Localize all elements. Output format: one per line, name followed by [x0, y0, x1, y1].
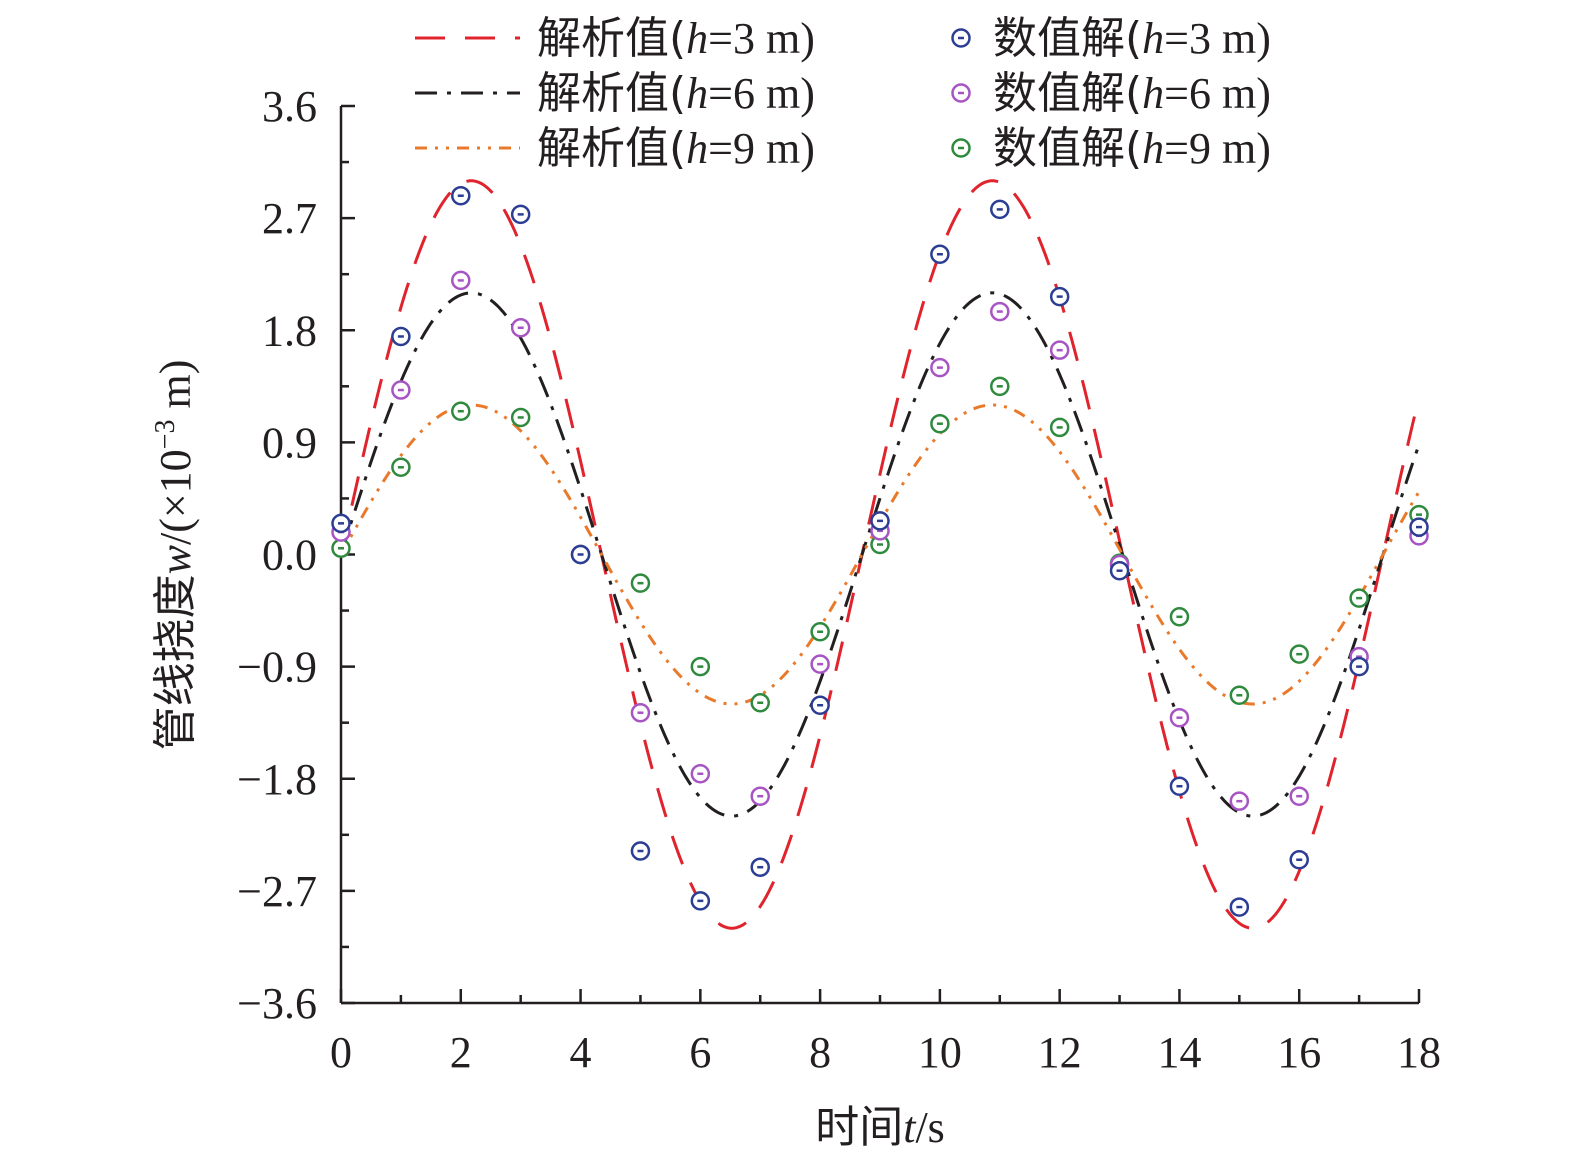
x-tick-label: 10 [918, 1028, 962, 1077]
x-tick-label: 4 [570, 1028, 592, 1077]
y-tick-label: −1.8 [237, 755, 317, 804]
legend: 解析值(h=3 m)解析值(h=6 m)解析值(h=9 m) 数值解(h=3 m)… [415, 13, 1271, 174]
numerical-series [331, 185, 1429, 917]
y-tick-label: 0.0 [262, 531, 317, 580]
y-axis-title: 管线挠度w/(×10−3 m) [150, 360, 201, 751]
x-tick-label: 12 [1038, 1028, 1082, 1077]
legend-label: 解析值(h=3 m) [537, 13, 815, 64]
legend-label: 数值解(h=6 m) [993, 68, 1271, 119]
y-tick-label: 1.8 [262, 306, 317, 355]
x-tick-label: 16 [1277, 1028, 1321, 1077]
legend-label: 数值解(h=9 m) [993, 123, 1271, 174]
x-tick-label: 14 [1157, 1028, 1201, 1077]
y-tick-label: 3.6 [262, 82, 317, 131]
y-tick-label: −2.7 [237, 867, 317, 916]
y-tick-label: −3.6 [237, 979, 317, 1028]
x-tick-label: 0 [330, 1028, 352, 1077]
analytic-line-3 [339, 403, 1421, 706]
analytic-series [339, 179, 1421, 930]
x-tick-label: 6 [689, 1028, 711, 1077]
x-tick-label: 2 [450, 1028, 472, 1077]
y-tick-label: 2.7 [262, 194, 317, 243]
axes-frame [339, 104, 1421, 1005]
legend-label: 解析值(h=6 m) [537, 68, 815, 119]
y-tick-label: 0.9 [262, 418, 317, 467]
y-tick-label: −0.9 [237, 643, 317, 692]
legend-label: 数值解(h=3 m) [993, 13, 1271, 64]
x-axis-title: 时间t/s [815, 1102, 945, 1153]
legend-label: 解析值(h=9 m) [537, 123, 815, 174]
analytic-line-1 [339, 179, 1421, 930]
x-tick-label: 18 [1397, 1028, 1441, 1077]
analytic-line-2 [339, 291, 1421, 818]
tick-labels: 3.6 2.7 1.8 0.9 0.0 −0.9 −1.8 −2.7 −3.6 0 2 4 6 8 10 12… [237, 82, 1441, 1077]
x-tick-label: 8 [809, 1028, 831, 1077]
